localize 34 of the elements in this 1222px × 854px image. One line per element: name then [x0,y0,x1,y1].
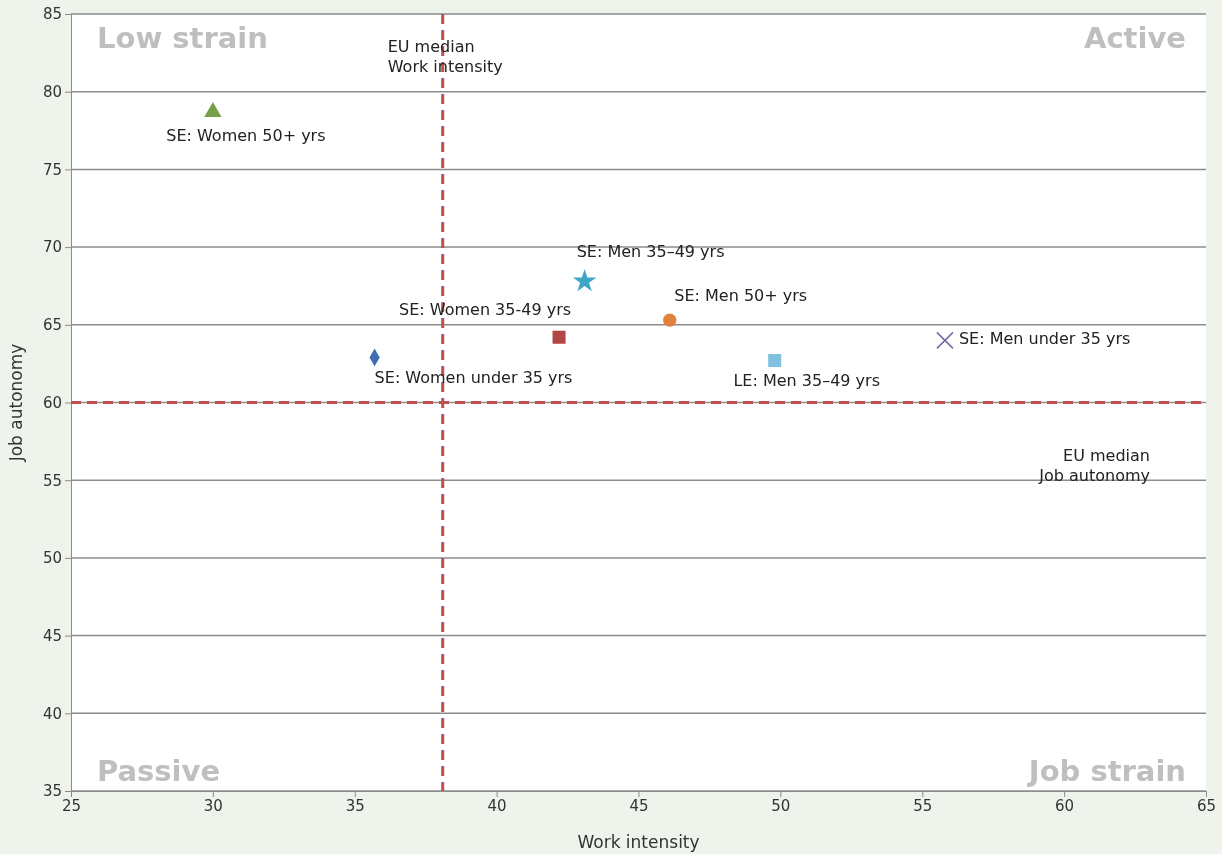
x-tick-label: 65 [1196,796,1217,815]
series-label: SE: Women 50+ yrs [166,125,326,145]
x-tick-label: 40 [487,796,507,815]
series-label: SE: Men 35–49 yrs [576,242,725,262]
y-tick-label: 75 [42,160,62,179]
series-label: SE: Men 50+ yrs [674,286,808,306]
y-tick-label: 85 [42,5,62,24]
y-tick-label: 40 [42,704,62,723]
y-tick-label: 80 [42,83,62,101]
y-tick-label: 35 [42,782,62,801]
y-tick-label: 50 [42,549,62,568]
series-label: SE: Women 35-49 yrs [399,300,572,320]
ref-line-label: EU median Job autonomy [1038,445,1150,485]
y-tick-label: 70 [42,238,62,257]
annotation: Job strain [1026,754,1186,788]
y-tick-label: 65 [42,316,62,335]
annotation: Passive [97,754,221,788]
x-tick-label: 25 [61,796,82,815]
y-axis-title: Job autonomy [6,343,26,463]
y-tick-label: 60 [42,393,62,412]
x-tick-label: 60 [1055,796,1075,815]
x-tick-label: 55 [913,796,933,815]
x-tick-label: 35 [345,796,365,815]
x-tick-label: 45 [629,796,649,815]
x-axis-title: Work intensity [577,832,700,852]
annotation: Active [1083,21,1186,55]
series-label: SE: Men under 35 yrs [958,329,1131,349]
series-label: SE: Women under 35 yrs [374,368,573,388]
x-tick-label: 30 [203,796,223,815]
series-label: LE: Men 35–49 yrs [733,370,880,390]
annotation: Low strain [97,21,268,55]
y-tick-label: 55 [42,471,62,490]
y-tick-label: 45 [42,626,62,645]
x-tick-label: 50 [771,796,791,815]
